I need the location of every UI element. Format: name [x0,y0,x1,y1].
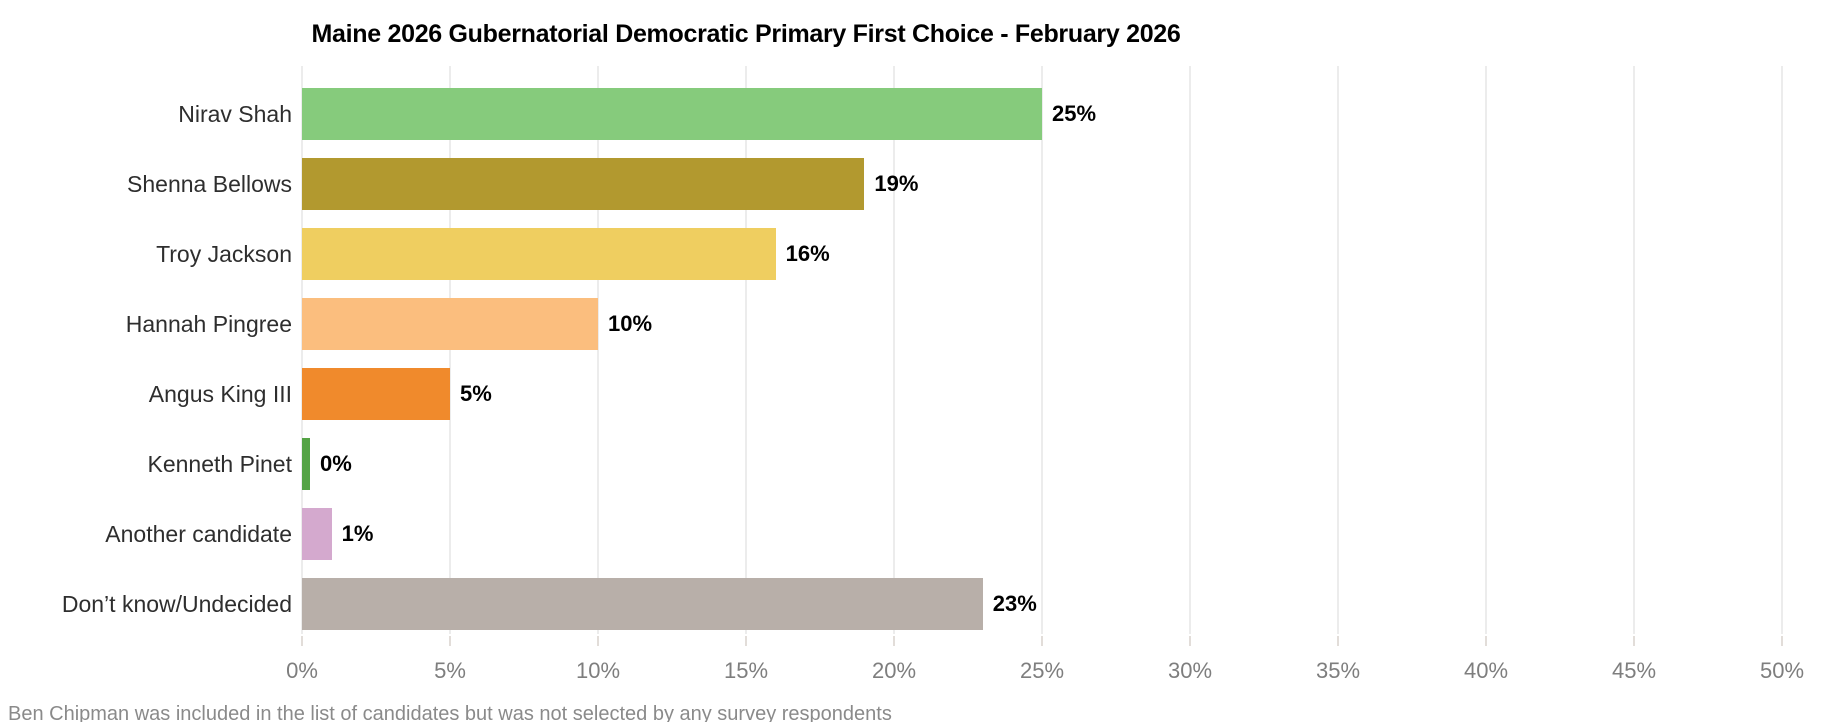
value-label: 19% [874,171,919,196]
bar [302,438,310,490]
axis-tick-5% [449,636,451,646]
gridline-25% [1041,66,1043,634]
category-label: Nirav Shah [178,100,292,127]
axis-tick-30% [1189,636,1191,646]
gridline-50% [1781,66,1783,634]
bar [302,368,450,420]
gridline-40% [1485,66,1487,634]
category-label: Hannah Pingree [125,310,292,337]
axis-tick-45% [1633,636,1635,646]
gridline-15% [745,66,747,634]
x-tick-label-40%: 40% [1463,658,1509,683]
x-tick-label-10%: 10% [575,658,621,683]
gridline-10% [597,66,599,634]
value-label: 5% [460,381,492,406]
value-label: 0% [320,451,352,476]
gridline-0% [301,66,303,634]
category-label: Troy Jackson [156,240,292,267]
category-label: Don’t know/Undecided [61,590,292,617]
gridline-35% [1337,66,1339,634]
value-label: 25% [1052,101,1097,126]
x-tick-label-25%: 25% [1019,658,1065,683]
x-tick-label-5%: 5% [434,658,466,683]
value-label: 16% [785,241,830,266]
x-tick-label-35%: 35% [1315,658,1361,683]
gridline-45% [1633,66,1635,634]
axis-tick-50% [1781,636,1783,646]
gridline-5% [449,66,451,634]
axis-tick-10% [597,636,599,646]
x-tick-label-20%: 20% [871,658,917,683]
gridline-30% [1189,66,1191,634]
value-label: 1% [341,521,374,546]
axis-tick-35% [1337,636,1339,646]
bar [302,228,776,280]
category-label: Shenna Bellows [127,170,292,197]
category-label: Angus King III [148,380,292,407]
chart-footnote: Ben Chipman was included in the list of … [8,703,892,722]
chart-title: Maine 2026 Gubernatorial Democratic Prim… [311,20,1181,48]
x-tick-label-30%: 30% [1167,658,1213,683]
axis-tick-40% [1485,636,1487,646]
category-label: Another candidate [105,520,292,547]
axis-tick-0% [301,636,303,646]
axis-tick-25% [1041,636,1043,646]
category-label: Kenneth Pinet [147,450,292,477]
bar [302,298,598,350]
bar [302,508,332,560]
value-label: 23% [992,591,1037,616]
axis-tick-15% [745,636,747,646]
axis-tick-20% [893,636,895,646]
bar [302,578,983,630]
gridline-20% [893,66,895,634]
x-tick-label-15%: 15% [723,658,769,683]
x-tick-label-45%: 45% [1611,658,1657,683]
x-tick-label-0%: 0% [286,658,318,683]
x-tick-label-50%: 50% [1759,658,1805,683]
bar [302,88,1042,140]
bar [302,158,865,210]
value-label: 10% [608,311,653,336]
